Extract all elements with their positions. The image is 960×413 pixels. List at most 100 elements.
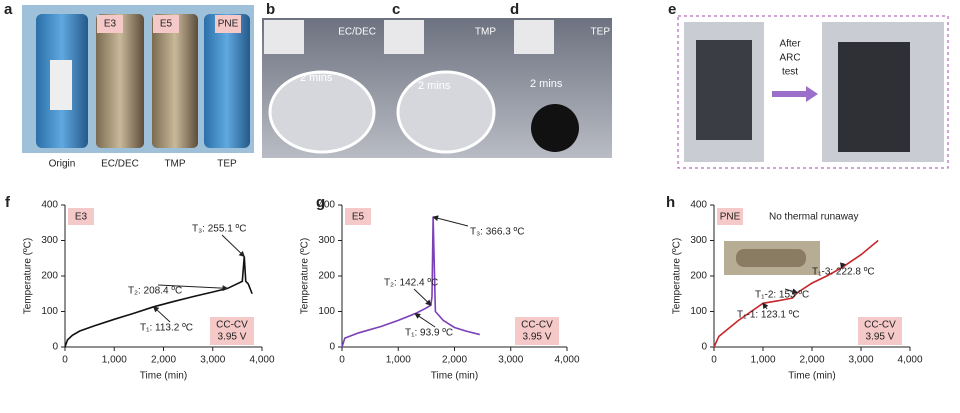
tag: E3 (104, 19, 117, 30)
annotation: T₁-3: 222.8 ºC (812, 267, 875, 278)
y-tick-label: 400 (690, 200, 707, 211)
x-tick-label: 3,000 (200, 355, 225, 366)
tag-bg (97, 15, 123, 33)
cell-label: TEP (217, 159, 237, 170)
panel-letter: c (392, 1, 400, 18)
tag-bg (153, 15, 179, 33)
pouch (838, 42, 910, 152)
cell-photo (204, 14, 250, 148)
annotation-arrow (414, 313, 436, 328)
panel-letter: h (666, 194, 675, 211)
caption: ARC (779, 53, 800, 64)
annotation-arrow (784, 288, 799, 295)
time-label: 2 mins (300, 72, 333, 84)
panel-letter: a (4, 1, 13, 18)
condition: CC-CV (521, 320, 553, 331)
x-axis-label: Time (min) (431, 371, 478, 382)
pouch (696, 40, 752, 140)
arrow-head (806, 86, 818, 102)
series-tag (68, 208, 94, 225)
legend-label: PNE (720, 212, 741, 223)
panel-letter: d (510, 1, 519, 18)
annotation: T₁-2: 153 ºC (755, 290, 809, 301)
y-axis-label: Temperature (ºC) (23, 238, 34, 314)
line (64, 256, 253, 348)
inset-photo (736, 249, 806, 267)
x-tick-label: 0 (62, 355, 68, 366)
annotation: T₁: 113.2 ºC (140, 323, 193, 334)
beaker (396, 70, 496, 154)
y-tick-label: 300 (41, 235, 58, 246)
panel-letter: b (266, 1, 275, 18)
annotation: T₁-1: 123.1 ºC (737, 310, 800, 321)
x-tick-label: 2,000 (442, 355, 467, 366)
cell-label: TMP (164, 159, 185, 170)
x-tick-label: 4,000 (554, 355, 579, 366)
panel-letter: f (5, 194, 11, 211)
caption: test (782, 67, 798, 78)
condition-bg (515, 317, 559, 345)
panel-letter: e (668, 1, 676, 18)
annotation-arrow (221, 234, 245, 258)
barcode (50, 60, 72, 110)
y-tick-label: 400 (41, 200, 58, 211)
y-tick-label: 200 (41, 271, 58, 282)
caption: After (779, 39, 801, 50)
annotation-arrow (762, 302, 769, 310)
x-tick-label: 4,000 (249, 355, 274, 366)
cell-label: EC/DEC (101, 159, 139, 170)
y-tick-label: 400 (318, 200, 335, 211)
x-tick-label: 2,000 (151, 355, 176, 366)
y-tick-label: 300 (690, 235, 707, 246)
solvent-label: TMP (475, 27, 496, 38)
x-tick-label: 3,000 (498, 355, 523, 366)
condition: CC-CV (216, 320, 248, 331)
y-tick-label: 100 (690, 306, 707, 317)
x-tick-label: 4,000 (897, 355, 922, 366)
y-axis-label: Temperature (ºC) (672, 238, 683, 314)
y-tick-label: 200 (690, 271, 707, 282)
annotation: T₁: 93.9 ºC (405, 328, 453, 339)
y-tick-label: 300 (318, 235, 335, 246)
y-tick-label: 100 (318, 306, 335, 317)
tag-bg (215, 15, 241, 33)
y-axis-label: Temperature (ºC) (300, 238, 311, 314)
annotation-arrow (157, 284, 229, 292)
annotation-arrow (840, 262, 846, 269)
series-tag (717, 208, 743, 225)
tag: E5 (160, 19, 173, 30)
x-tick-label: 1,000 (750, 355, 775, 366)
x-tick-label: 2,000 (799, 355, 824, 366)
legend-label: E5 (352, 212, 365, 223)
solvent-label: EC/DEC (338, 27, 376, 38)
x-axis-label: Time (min) (140, 371, 187, 382)
x-tick-label: 0 (711, 355, 717, 366)
condition-bg (210, 317, 254, 345)
annotation: T₂: 208.4 ºC (128, 286, 182, 297)
solvent-label: TEP (591, 27, 611, 38)
x-tick-label: 0 (339, 355, 345, 366)
cell-label: Origin (49, 159, 76, 170)
condition: 3.95 V (523, 332, 552, 343)
annotation: T₃: 366.3 ºC (470, 227, 524, 238)
annotation-arrow (432, 215, 469, 227)
subtitle: No thermal runaway (769, 212, 858, 223)
legend-label: E3 (75, 212, 88, 223)
panel-letter: g (316, 194, 325, 211)
cell-photo (96, 14, 144, 148)
inset-photo (264, 20, 304, 54)
panel-frame (677, 15, 949, 169)
y-tick-label: 0 (52, 342, 58, 353)
time-label: 2 mins (530, 78, 563, 90)
annotation-arrow (413, 288, 432, 306)
condition: 3.95 V (218, 332, 247, 343)
y-tick-label: 200 (318, 271, 335, 282)
series-tag (345, 208, 371, 225)
y-tick-label: 0 (701, 342, 707, 353)
condition-bg (858, 317, 902, 345)
beaker (268, 70, 376, 154)
annotation: T₃: 255.1 ºC (192, 224, 246, 235)
x-tick-label: 1,000 (386, 355, 411, 366)
